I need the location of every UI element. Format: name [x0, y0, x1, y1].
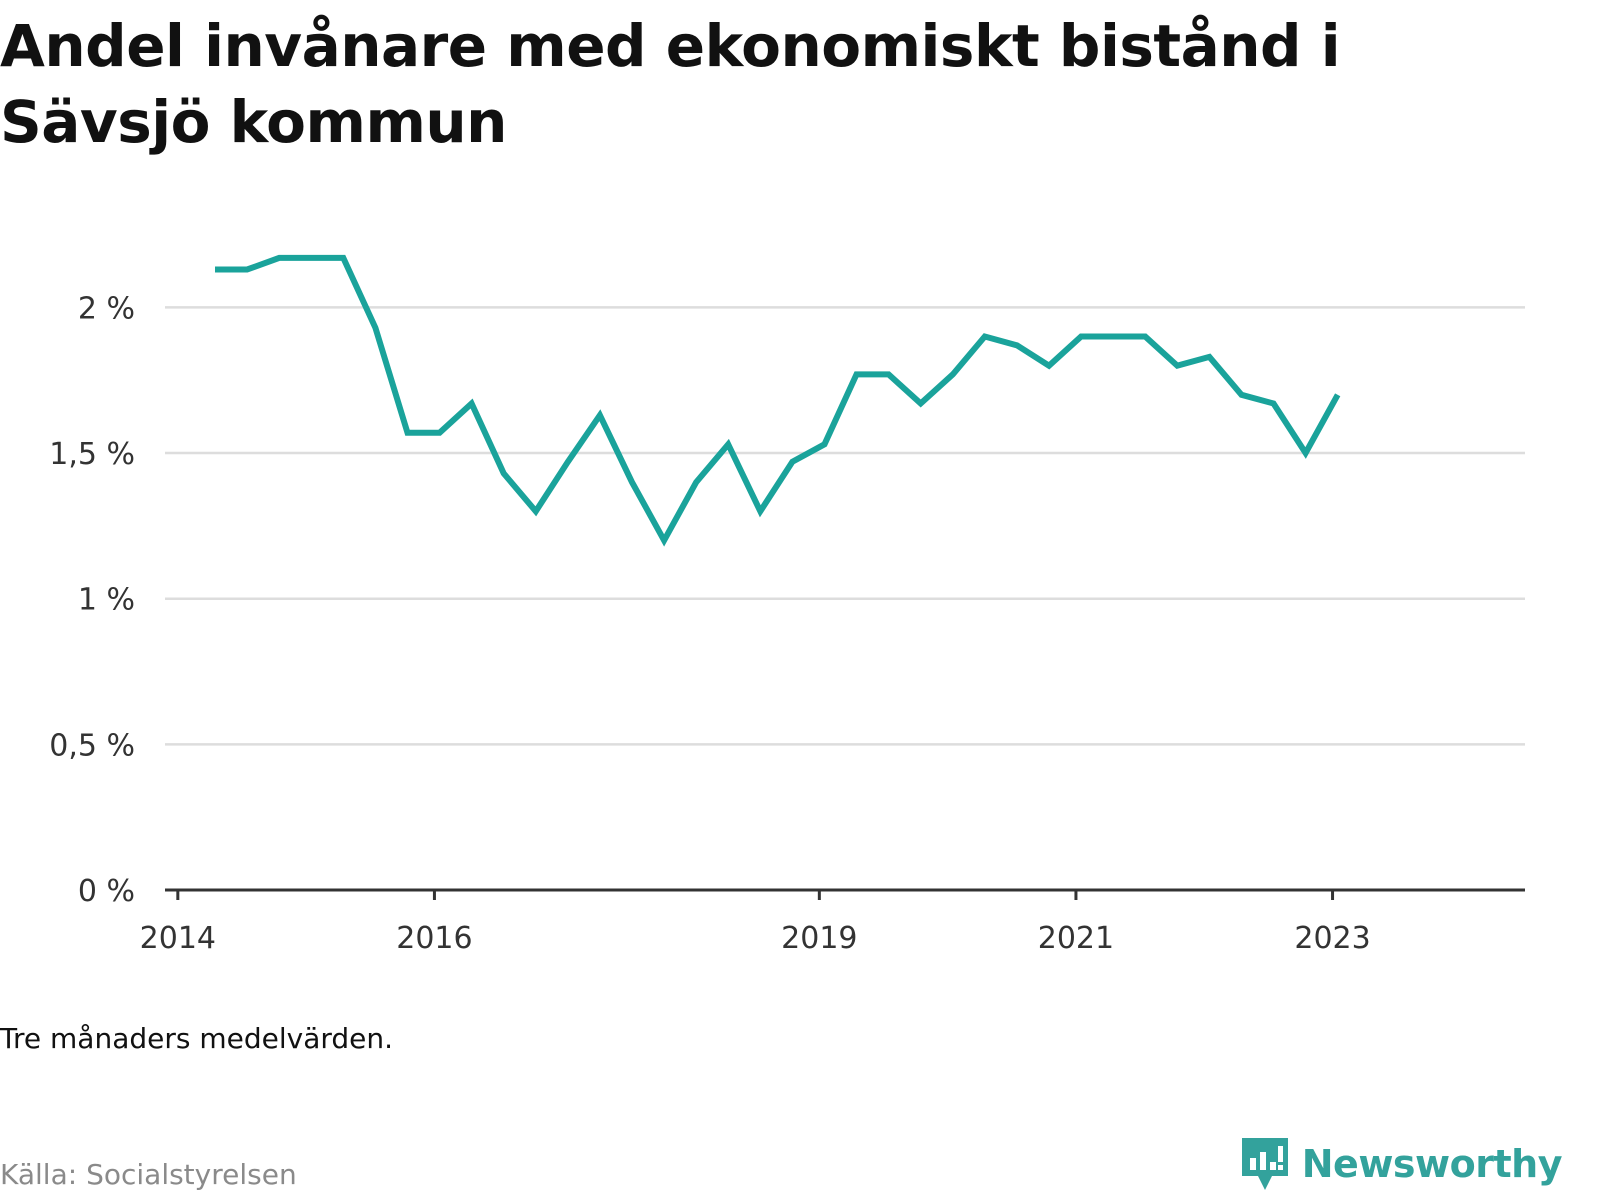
- chart-title: Andel invånare med ekonomiskt bistånd i …: [0, 12, 1341, 156]
- y-axis-ticks: 0 % 0,5 % 1 % 1,5 % 2 %: [49, 291, 135, 909]
- y-tick-label: 0 %: [78, 874, 135, 909]
- y-tick-label: 2 %: [78, 291, 135, 326]
- y-tick-label: 1,5 %: [49, 437, 135, 472]
- x-tick-label: 2019: [781, 921, 857, 956]
- chart-note: Tre månaders medelvärden.: [0, 1022, 394, 1055]
- x-tick-label: 2014: [140, 921, 216, 956]
- brand-name: Newsworthy: [1301, 1142, 1563, 1186]
- x-tick-label: 2016: [396, 921, 472, 956]
- x-axis-ticks: 2014 2016 2019 2021 2023: [140, 890, 1371, 956]
- y-tick-label: 0,5 %: [49, 728, 135, 763]
- brand-logo[interactable]: Newsworthy: [1240, 1136, 1563, 1192]
- y-tick-label: 1 %: [78, 583, 135, 618]
- gridlines: [165, 306, 1525, 746]
- line-chart: 0 % 0,5 % 1 % 1,5 % 2 % 2014 2016 2019 2021 2023: [49, 254, 1525, 956]
- x-tick-label: 2021: [1038, 921, 1114, 956]
- series-line: [215, 254, 1341, 547]
- x-tick-label: 2023: [1294, 921, 1370, 956]
- newsworthy-logo-icon: [1241, 1138, 1288, 1190]
- source-text: Källa: Socialstyrelsen: [0, 1158, 297, 1191]
